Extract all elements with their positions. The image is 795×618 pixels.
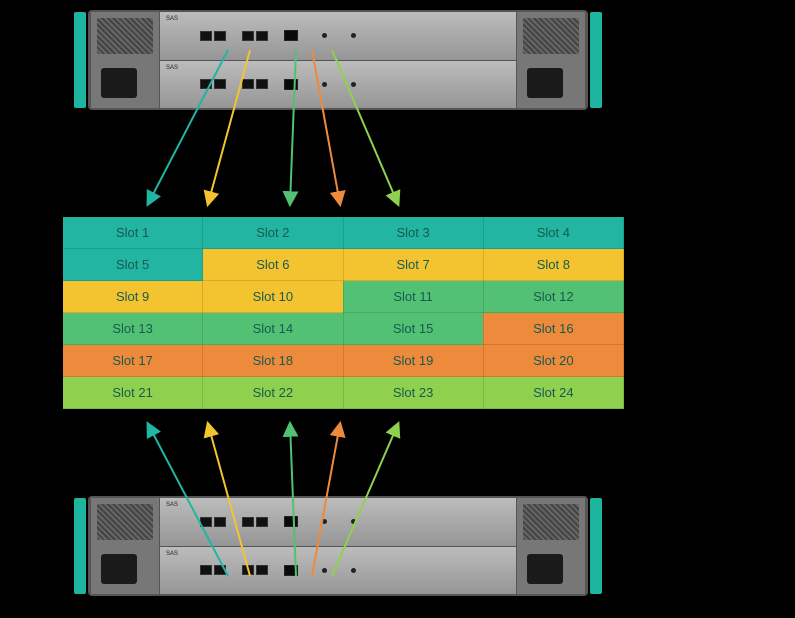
port-pair bbox=[242, 565, 268, 575]
led-icon bbox=[322, 568, 327, 573]
table-row: Slot 9Slot 10Slot 11Slot 12 bbox=[63, 281, 624, 313]
slot-cell: Slot 15 bbox=[343, 313, 483, 345]
controllers-top: SAS SAS bbox=[160, 12, 516, 108]
rack-handle bbox=[590, 498, 602, 594]
mgmt-port bbox=[284, 565, 298, 576]
slot-cell: Slot 8 bbox=[483, 249, 623, 281]
slot-cell: Slot 12 bbox=[483, 281, 623, 313]
chassis-top: SAS SAS bbox=[88, 10, 588, 110]
controller-bottom-b: SAS bbox=[160, 547, 516, 595]
slot-cell: Slot 3 bbox=[343, 217, 483, 249]
table-row: Slot 21Slot 22Slot 23Slot 24 bbox=[63, 377, 624, 409]
led-icon bbox=[351, 82, 356, 87]
sas-port bbox=[214, 565, 226, 575]
slot-cell: Slot 22 bbox=[203, 377, 343, 409]
sas-port bbox=[214, 31, 226, 41]
led-icon bbox=[322, 519, 327, 524]
slot-cell: Slot 5 bbox=[63, 249, 203, 281]
port-pair bbox=[200, 31, 226, 41]
table-row: Slot 5Slot 6Slot 7Slot 8 bbox=[63, 249, 624, 281]
sas-port bbox=[200, 517, 212, 527]
sas-label: SAS bbox=[166, 16, 178, 22]
slot-cell: Slot 14 bbox=[203, 313, 343, 345]
sas-port bbox=[256, 517, 268, 527]
slot-cell: Slot 7 bbox=[343, 249, 483, 281]
slot-cell: Slot 18 bbox=[203, 345, 343, 377]
port-pair bbox=[242, 517, 268, 527]
slot-cell: Slot 10 bbox=[203, 281, 343, 313]
table-row: Slot 17Slot 18Slot 19Slot 20 bbox=[63, 345, 624, 377]
port-pair bbox=[200, 517, 226, 527]
table-row: Slot 13Slot 14Slot 15Slot 16 bbox=[63, 313, 624, 345]
sas-port bbox=[242, 31, 254, 41]
port-pair bbox=[242, 31, 268, 41]
sas-label: SAS bbox=[166, 551, 178, 557]
psu-right-bottom bbox=[516, 498, 586, 594]
sas-port bbox=[200, 79, 212, 89]
sas-port bbox=[214, 517, 226, 527]
mgmt-port bbox=[284, 30, 298, 41]
slot-cell: Slot 13 bbox=[63, 313, 203, 345]
sas-label: SAS bbox=[166, 65, 178, 71]
psu-right-top bbox=[516, 12, 586, 108]
sas-port bbox=[200, 31, 212, 41]
slot-cell: Slot 19 bbox=[343, 345, 483, 377]
slot-cell: Slot 6 bbox=[203, 249, 343, 281]
rack-handle bbox=[74, 498, 86, 594]
table-row: Slot 1Slot 2Slot 3Slot 4 bbox=[63, 217, 624, 249]
port-pair bbox=[200, 79, 226, 89]
led-icon bbox=[351, 519, 356, 524]
chassis-bottom: SAS SAS bbox=[88, 496, 588, 596]
sas-port bbox=[214, 79, 226, 89]
slot-cell: Slot 2 bbox=[203, 217, 343, 249]
slot-table: Slot 1Slot 2Slot 3Slot 4Slot 5Slot 6Slot… bbox=[62, 216, 624, 409]
slot-cell: Slot 21 bbox=[63, 377, 203, 409]
port-pair bbox=[200, 565, 226, 575]
slot-cell: Slot 9 bbox=[63, 281, 203, 313]
sas-label: SAS bbox=[166, 502, 178, 508]
slot-cell: Slot 17 bbox=[63, 345, 203, 377]
rack-handle bbox=[590, 12, 602, 108]
sas-port bbox=[200, 565, 212, 575]
slot-cell: Slot 4 bbox=[483, 217, 623, 249]
sas-port bbox=[256, 565, 268, 575]
slot-cell: Slot 23 bbox=[343, 377, 483, 409]
led-icon bbox=[322, 82, 327, 87]
rack-handle bbox=[74, 12, 86, 108]
slot-cell: Slot 1 bbox=[63, 217, 203, 249]
mgmt-port bbox=[284, 79, 298, 90]
controller-top-b: SAS bbox=[160, 61, 516, 109]
mgmt-port bbox=[284, 516, 298, 527]
led-icon bbox=[351, 568, 356, 573]
led-icon bbox=[351, 33, 356, 38]
psu-left-bottom bbox=[90, 498, 160, 594]
led-icon bbox=[322, 33, 327, 38]
controller-bottom-a: SAS bbox=[160, 498, 516, 547]
psu-left-top bbox=[90, 12, 160, 108]
slot-cell: Slot 20 bbox=[483, 345, 623, 377]
sas-port bbox=[242, 79, 254, 89]
port-pair bbox=[242, 79, 268, 89]
sas-port bbox=[256, 31, 268, 41]
controller-top-a: SAS bbox=[160, 12, 516, 61]
sas-port bbox=[242, 517, 254, 527]
sas-port bbox=[256, 79, 268, 89]
sas-port bbox=[242, 565, 254, 575]
controllers-bottom: SAS SAS bbox=[160, 498, 516, 594]
slot-cell: Slot 24 bbox=[483, 377, 623, 409]
slot-cell: Slot 16 bbox=[483, 313, 623, 345]
slot-cell: Slot 11 bbox=[343, 281, 483, 313]
